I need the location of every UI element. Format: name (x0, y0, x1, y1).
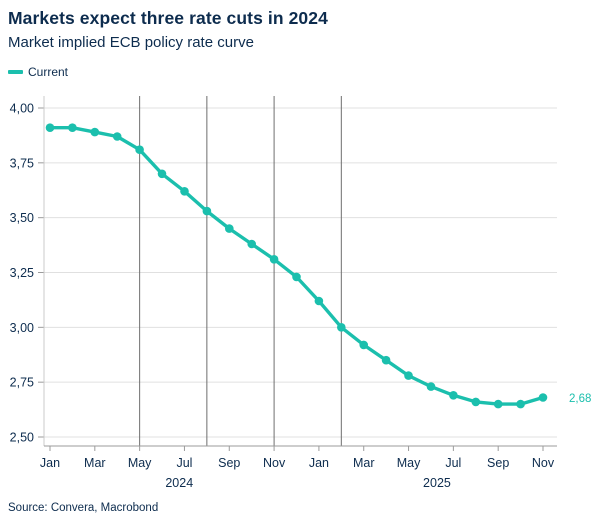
data-point (538, 393, 548, 402)
current-series-swatch-icon (8, 70, 23, 74)
data-point (225, 224, 234, 233)
data-point (45, 123, 55, 132)
data-point (68, 123, 77, 132)
data-point (471, 397, 481, 407)
x-axis-label: Jul (176, 456, 192, 470)
data-point (180, 187, 189, 196)
data-point (90, 127, 100, 137)
data-point (381, 355, 391, 365)
chart-title: Markets expect three rate cuts in 2024 (8, 8, 328, 28)
data-point (493, 399, 503, 409)
data-point (202, 206, 212, 216)
end-value-label: 2,68 (569, 393, 591, 405)
legend-label-current: Current (28, 65, 69, 79)
x-axis-label: Sep (218, 456, 240, 470)
series-line-current (48, 126, 545, 406)
x-axis-label: Sep (487, 456, 509, 470)
y-axis-label: 2,50 (10, 431, 34, 445)
data-point (269, 255, 279, 264)
data-point (112, 132, 122, 141)
y-axis-label: 3,75 (10, 156, 34, 170)
x-axis-label: Nov (532, 456, 555, 470)
x-axis-label: Jan (309, 456, 329, 470)
data-point (359, 340, 369, 350)
y-axis-label: 3,25 (10, 266, 34, 280)
legend: Current (8, 64, 68, 80)
x-axis-label: Nov (263, 456, 286, 470)
x-axis-label: Jan (40, 456, 60, 470)
chart-subtitle: Market implied ECB policy rate curve (8, 34, 254, 51)
data-point (247, 239, 256, 249)
rate-curve-chart: 4,00 3,75 3,50 3,25 3,00 2,75 2,50 Jan Mar May Jul… (10, 96, 591, 490)
x-axis-label: May (128, 456, 152, 470)
y-axis-label: 3,50 (10, 211, 34, 225)
data-point (314, 296, 324, 306)
year-label: 2025 (423, 476, 451, 490)
y-axis-label: 4,00 (10, 102, 34, 116)
y-axis-label: 3,00 (10, 321, 34, 335)
data-point (516, 399, 525, 409)
x-axis-label: Jul (445, 456, 461, 470)
x-axis-label: Mar (353, 456, 375, 470)
y-axis-label: 2,75 (10, 376, 34, 390)
data-point (157, 169, 167, 179)
x-axis-label: May (397, 456, 421, 470)
data-point (404, 371, 413, 380)
source-note: Source: Convera, Macrobond (8, 502, 159, 514)
year-label: 2024 (165, 476, 193, 490)
data-point (337, 323, 346, 332)
x-axis-label: Mar (84, 456, 106, 470)
data-point (135, 145, 144, 154)
data-point (292, 272, 301, 282)
data-point (426, 382, 436, 391)
data-point (449, 391, 458, 400)
